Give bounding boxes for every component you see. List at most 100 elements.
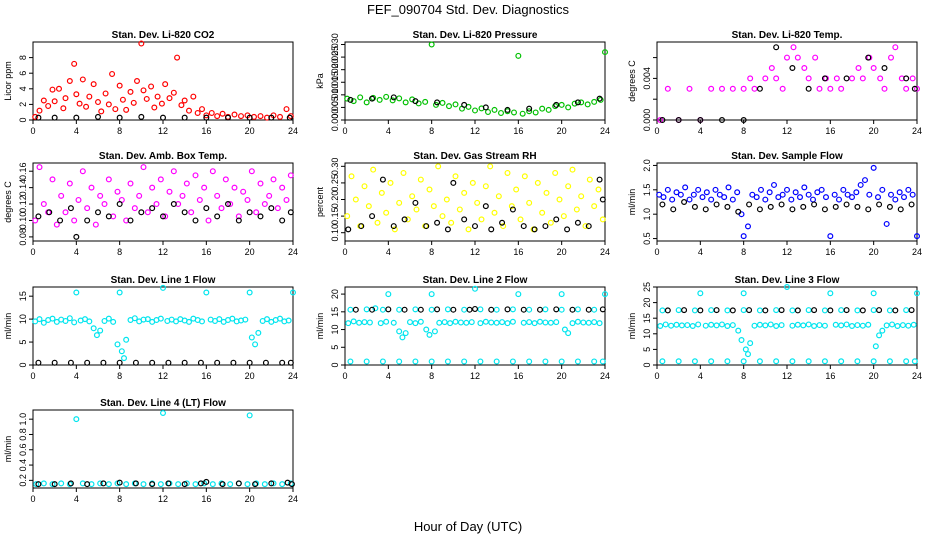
x-tick-label: 16 <box>201 247 211 257</box>
data-point <box>805 191 812 198</box>
data-point <box>493 306 500 313</box>
data-point <box>214 113 221 120</box>
x-tick-label: 8 <box>429 371 434 381</box>
y-tick-label: 0.08 <box>18 228 28 246</box>
y-axis-label: kPa <box>315 73 325 89</box>
data-point <box>673 321 680 328</box>
data-point <box>905 322 912 329</box>
data-point <box>712 186 719 193</box>
data-point <box>596 95 603 102</box>
data-point <box>702 322 709 329</box>
y-tick-label: 0.14 <box>18 179 28 197</box>
data-point <box>428 358 435 365</box>
data-point <box>127 180 134 187</box>
data-point <box>461 101 468 108</box>
data-point <box>132 480 139 487</box>
data-point <box>51 114 58 121</box>
data-point <box>870 290 877 297</box>
data-point <box>703 189 710 196</box>
x-tick-label: 4 <box>74 126 79 136</box>
data-point <box>203 114 210 121</box>
data-point <box>773 75 780 82</box>
data-point <box>97 327 104 334</box>
data-point <box>105 213 112 220</box>
data-point <box>747 75 754 82</box>
data-point <box>887 191 894 198</box>
data-point <box>509 318 516 325</box>
data-point <box>848 194 855 201</box>
data-point <box>585 319 592 326</box>
x-tick-label: 4 <box>698 126 703 136</box>
data-point <box>450 306 457 313</box>
y-axis-label: degrees C <box>627 60 637 102</box>
data-point <box>832 321 839 328</box>
data-point <box>762 307 769 314</box>
data-point <box>574 306 581 313</box>
data-point <box>138 209 145 216</box>
data-point <box>149 481 156 488</box>
data-point <box>94 99 101 106</box>
x-tick-label: 0 <box>342 371 347 381</box>
series <box>656 164 920 240</box>
data-point <box>461 216 468 223</box>
data-point <box>157 176 164 183</box>
data-point <box>209 481 216 488</box>
data-point <box>844 191 851 198</box>
data-point <box>482 183 489 190</box>
x-tick-label: 0 <box>654 247 659 257</box>
data-point <box>552 169 559 176</box>
data-point <box>515 291 522 298</box>
data-point <box>270 480 277 487</box>
data-point <box>740 358 747 365</box>
data-point <box>452 318 459 325</box>
data-point <box>97 480 104 487</box>
data-point <box>51 359 58 366</box>
data-point <box>749 191 756 198</box>
x-tick-label: 16 <box>201 494 211 504</box>
data-point <box>192 172 199 179</box>
data-point <box>794 321 801 328</box>
data-point <box>75 196 82 203</box>
data-point <box>789 322 796 329</box>
series <box>352 305 606 313</box>
data-point <box>547 219 554 226</box>
data-point <box>160 410 167 417</box>
data-point <box>766 189 773 196</box>
data-point <box>40 97 47 104</box>
x-tick-label: 0 <box>30 247 35 257</box>
data-point <box>62 317 69 324</box>
data-point <box>131 205 138 212</box>
data-point <box>689 323 696 330</box>
data-point <box>203 205 210 212</box>
x-tick-label: 4 <box>698 371 703 381</box>
data-point <box>821 206 828 213</box>
series <box>664 307 915 314</box>
data-point <box>816 85 823 92</box>
data-point <box>585 223 592 230</box>
data-point <box>580 319 587 326</box>
data-point <box>197 480 204 487</box>
x-tick-label: 16 <box>201 371 211 381</box>
data-point <box>532 109 539 116</box>
data-point <box>391 226 398 233</box>
data-point <box>578 193 585 200</box>
data-point <box>252 341 259 348</box>
data-point <box>756 206 763 213</box>
data-point <box>702 206 709 213</box>
data-point <box>287 172 294 179</box>
data-point <box>264 316 271 323</box>
data-point <box>892 307 899 314</box>
data-point <box>71 319 78 326</box>
data-point <box>591 319 598 326</box>
data-point <box>879 327 886 334</box>
data-point <box>591 203 598 210</box>
data-point <box>268 114 275 121</box>
data-point <box>356 319 363 326</box>
y-tick-label: 10 <box>18 314 28 324</box>
data-point <box>112 106 119 113</box>
data-point <box>472 107 479 114</box>
data-point <box>573 206 580 213</box>
x-tick-label: 8 <box>429 247 434 257</box>
data-point <box>219 481 226 488</box>
data-point <box>114 188 121 195</box>
